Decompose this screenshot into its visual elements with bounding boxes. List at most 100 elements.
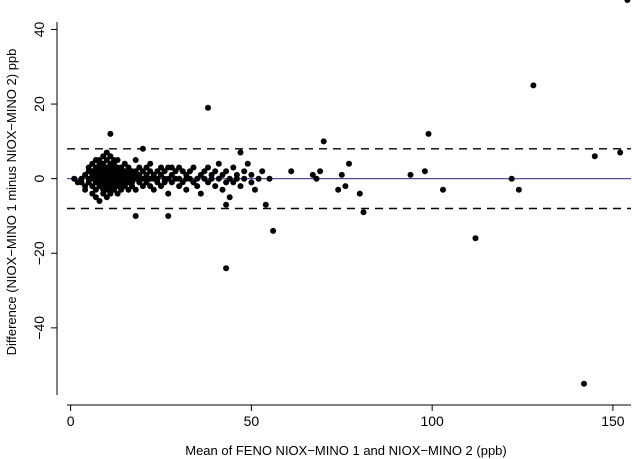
data-point — [132, 186, 139, 193]
data-point — [197, 171, 204, 178]
data-point — [233, 175, 240, 182]
data-point — [96, 198, 103, 204]
data-point — [136, 164, 143, 171]
data-point — [335, 186, 342, 193]
data-point — [168, 171, 175, 178]
data-point — [71, 175, 78, 182]
data-point — [147, 160, 154, 167]
data-point — [85, 164, 92, 171]
data-point — [197, 190, 204, 197]
data-point — [223, 201, 230, 208]
data-point — [78, 179, 85, 186]
data-point — [176, 183, 183, 190]
data-point — [147, 168, 154, 175]
data-point — [226, 194, 233, 201]
data-point — [89, 183, 96, 190]
reference-lines — [67, 148, 631, 210]
data-point — [107, 153, 114, 160]
data-point — [132, 168, 139, 175]
data-point — [219, 171, 226, 178]
data-point — [591, 153, 598, 160]
data-point — [107, 130, 114, 137]
data-point — [161, 179, 168, 186]
data-point — [136, 171, 143, 178]
data-point — [82, 171, 89, 178]
data-point — [89, 160, 96, 167]
data-point — [176, 164, 183, 171]
data-point — [215, 160, 222, 167]
x-axis: 0 50 100 150 — [67, 404, 631, 429]
data-point — [309, 171, 316, 178]
data-point — [176, 175, 183, 182]
data-point — [201, 168, 208, 175]
data-point — [103, 149, 110, 156]
data-point — [147, 183, 154, 190]
data-point — [230, 164, 237, 171]
data-point — [255, 175, 262, 182]
data-point — [223, 179, 230, 186]
y-tick-label: 0 — [31, 175, 47, 183]
data-point — [241, 168, 248, 175]
data-point — [241, 175, 248, 182]
data-point — [132, 157, 139, 163]
data-point — [190, 179, 197, 186]
x-axis-title: Mean of FENO NIOX−MINO 1 and NIOX−MINO 2… — [185, 443, 507, 458]
data-point — [158, 164, 164, 171]
data-point — [136, 179, 143, 186]
data-point — [168, 164, 175, 171]
data-point — [172, 168, 179, 175]
data-point — [179, 168, 186, 175]
data-point — [92, 186, 99, 193]
data-point — [248, 171, 255, 178]
data-point — [515, 186, 522, 193]
data-point — [288, 168, 295, 175]
data-point — [85, 179, 92, 186]
data-points — [71, 0, 631, 387]
data-point — [183, 171, 190, 178]
data-point — [346, 160, 352, 167]
data-point — [150, 186, 157, 193]
data-point — [158, 183, 164, 190]
y-tick-label: −40 — [31, 316, 47, 340]
data-point — [92, 194, 99, 201]
data-point — [237, 149, 244, 156]
x-tick-label: 100 — [420, 413, 444, 429]
data-point — [103, 157, 110, 163]
data-point — [111, 160, 117, 167]
data-point — [121, 160, 128, 167]
x-tick-label: 150 — [601, 413, 625, 429]
data-point — [215, 175, 222, 182]
data-point — [183, 186, 190, 193]
data-point — [508, 175, 515, 182]
data-point — [139, 183, 146, 190]
data-point — [82, 186, 89, 193]
data-point — [407, 171, 414, 178]
data-point — [244, 160, 251, 167]
data-point — [530, 82, 537, 89]
y-axis-title: Difference (NIOX−MINO 1 minus NIOX−MINO … — [4, 49, 19, 356]
data-point — [259, 168, 266, 175]
data-point — [132, 213, 139, 219]
data-point — [223, 265, 230, 272]
data-point — [252, 186, 258, 193]
data-point — [617, 149, 624, 156]
data-point — [194, 183, 201, 190]
data-point — [472, 235, 479, 242]
data-point — [338, 171, 345, 178]
data-point — [342, 183, 349, 190]
data-point — [143, 164, 150, 171]
data-point — [96, 157, 103, 163]
data-point — [212, 183, 219, 190]
data-point — [129, 179, 136, 186]
y-tick-label: −20 — [31, 241, 47, 265]
data-point — [121, 183, 128, 190]
data-point — [165, 175, 172, 182]
data-point — [205, 164, 211, 171]
data-point — [212, 168, 219, 175]
data-point — [139, 145, 146, 152]
data-point — [237, 183, 244, 190]
data-point — [317, 168, 324, 175]
data-point — [313, 175, 320, 182]
y-axis: −40 −20 0 20 40 — [31, 21, 58, 395]
